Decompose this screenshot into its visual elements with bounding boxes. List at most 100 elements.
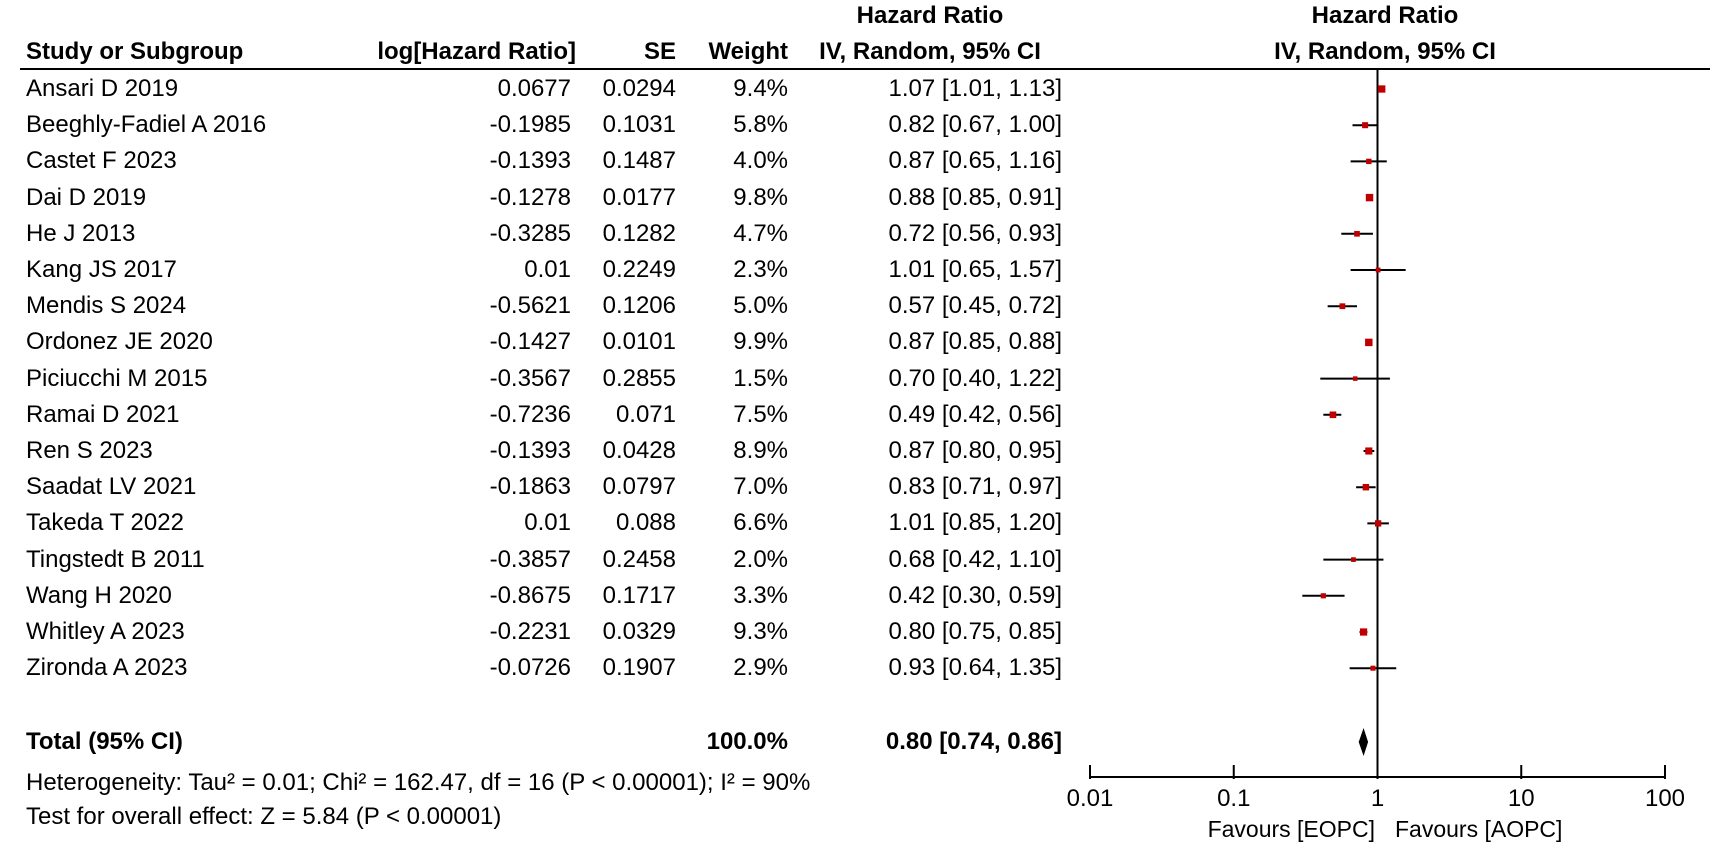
study-se: 0.1282 xyxy=(602,219,676,247)
study-weight: 7.5% xyxy=(733,400,788,428)
study-weight: 9.3% xyxy=(733,618,788,645)
effect-marker xyxy=(1352,376,1358,381)
effect-marker xyxy=(1375,267,1381,273)
study-ci: 0.70 [0.40, 1.22] xyxy=(888,364,1062,392)
study-loghr: -0.3567 xyxy=(489,364,571,392)
study-se: 0.1717 xyxy=(602,581,676,609)
study-ci: 1.07 [1.01, 1.13] xyxy=(888,75,1062,102)
effect-marker xyxy=(1320,593,1326,599)
x-axis-tick-label: 0.1 xyxy=(1217,785,1251,812)
effect-marker xyxy=(1365,193,1374,202)
effect-marker xyxy=(1370,665,1376,671)
effect-marker xyxy=(1351,557,1356,562)
study-column-header: Study or Subgroup xyxy=(26,38,244,65)
study-name: Mendis S 2024 xyxy=(26,292,187,320)
study-se: 0.0101 xyxy=(602,328,676,356)
study-name: Ansari D 2019 xyxy=(26,75,179,102)
effect-marker xyxy=(1362,122,1369,129)
study-weight: 2.9% xyxy=(733,654,788,682)
study-weight: 9.9% xyxy=(733,328,788,356)
study-name: Ren S 2023 xyxy=(26,437,153,464)
se-column-header: SE xyxy=(643,38,676,65)
total-label: Total (95% CI) xyxy=(26,728,183,755)
study-name: Dai D 2019 xyxy=(26,183,147,211)
study-loghr: -0.3285 xyxy=(489,219,571,247)
x-axis-tick-label: 0.01 xyxy=(1066,785,1114,812)
study-name: Ramai D 2021 xyxy=(26,400,180,428)
effect-marker xyxy=(1365,338,1373,347)
study-loghr: -0.1863 xyxy=(489,473,571,501)
effect-marker xyxy=(1354,230,1360,237)
study-loghr: -0.1278 xyxy=(489,183,571,211)
study-ci: 0.72 [0.56, 0.93] xyxy=(888,219,1062,247)
study-weight: 2.0% xyxy=(733,545,788,573)
effect-marker xyxy=(1378,85,1386,93)
study-weight: 5.0% xyxy=(733,292,788,320)
study-ci: 0.82 [0.67, 1.00] xyxy=(888,111,1062,139)
study-weight: 5.8% xyxy=(733,111,788,139)
study-loghr: -0.3857 xyxy=(489,545,571,573)
effect-marker xyxy=(1374,520,1382,527)
study-loghr: 0.01 xyxy=(524,256,571,283)
study-ci: 0.80 [0.75, 0.85] xyxy=(888,618,1062,645)
study-ci: 0.88 [0.85, 0.91] xyxy=(888,183,1062,211)
study-loghr: -0.1393 xyxy=(489,437,571,464)
plot-header-top: Hazard Ratio xyxy=(1311,2,1459,29)
effect-marker xyxy=(1366,158,1372,165)
study-name: Whitley A 2023 xyxy=(26,618,185,645)
study-name: Wang H 2020 xyxy=(26,581,172,609)
study-name: Kang JS 2017 xyxy=(26,256,177,283)
study-ci: 0.68 [0.42, 1.10] xyxy=(888,545,1062,573)
favours-left-label: Favours [EOPC] xyxy=(1207,816,1375,842)
study-loghr: -0.2231 xyxy=(489,618,571,645)
favours-right-label: Favours [AOPC] xyxy=(1395,816,1563,842)
study-weight: 3.3% xyxy=(733,581,788,609)
study-ci: 0.49 [0.42, 0.56] xyxy=(888,400,1062,428)
x-axis-tick-label: 10 xyxy=(1507,785,1535,812)
hr-column-header-bottom: IV, Random, 95% CI xyxy=(819,38,1041,65)
study-se: 0.0294 xyxy=(602,75,676,102)
effect-marker xyxy=(1329,411,1337,419)
study-weight: 2.3% xyxy=(733,256,788,283)
study-name: Takeda T 2022 xyxy=(26,509,184,537)
study-weight: 4.7% xyxy=(733,219,788,247)
study-se: 0.2458 xyxy=(602,545,676,573)
study-se: 0.0329 xyxy=(602,618,676,645)
study-ci: 0.83 [0.71, 0.97] xyxy=(888,473,1062,501)
study-name: He J 2013 xyxy=(26,219,136,247)
study-weight: 4.0% xyxy=(733,147,788,175)
study-loghr: 0.01 xyxy=(524,509,571,537)
study-weight: 1.5% xyxy=(733,364,788,392)
total-ci: 0.80 [0.74, 0.86] xyxy=(885,728,1062,755)
study-name: Ordonez JE 2020 xyxy=(26,328,213,356)
effect-marker xyxy=(1359,628,1368,636)
study-ci: 0.42 [0.30, 0.59] xyxy=(888,581,1062,609)
study-weight: 9.8% xyxy=(733,183,788,211)
study-se: 0.0797 xyxy=(602,473,676,501)
study-loghr: -0.1427 xyxy=(489,328,571,356)
study-weight: 9.4% xyxy=(733,75,788,102)
effect-marker xyxy=(1339,303,1346,310)
weight-column-header: Weight xyxy=(708,38,788,65)
study-loghr: -0.1393 xyxy=(489,147,571,175)
study-ci: 1.01 [0.85, 1.20] xyxy=(888,509,1062,537)
study-name: Zironda A 2023 xyxy=(26,654,188,682)
effect-marker xyxy=(1365,447,1373,455)
study-se: 0.1031 xyxy=(602,111,676,139)
study-loghr: 0.0677 xyxy=(497,75,571,102)
study-ci: 0.87 [0.80, 0.95] xyxy=(888,437,1062,464)
hr-column-header-top: Hazard Ratio xyxy=(856,2,1004,29)
header-rule xyxy=(20,68,1710,70)
study-se: 0.0428 xyxy=(602,437,676,464)
study-ci: 0.87 [0.85, 0.88] xyxy=(888,328,1062,356)
study-loghr: -0.5621 xyxy=(489,292,571,320)
study-se: 0.1907 xyxy=(602,654,676,682)
study-se: 0.2855 xyxy=(602,364,676,392)
effect-marker xyxy=(1362,483,1370,491)
study-se: 0.1206 xyxy=(602,292,676,320)
study-ci: 1.01 [0.65, 1.57] xyxy=(888,256,1062,283)
heterogeneity-text: Heterogeneity: Tau² = 0.01; Chi² = 162.4… xyxy=(26,769,811,796)
study-name: Castet F 2023 xyxy=(26,147,177,175)
study-loghr: -0.8675 xyxy=(489,581,571,609)
